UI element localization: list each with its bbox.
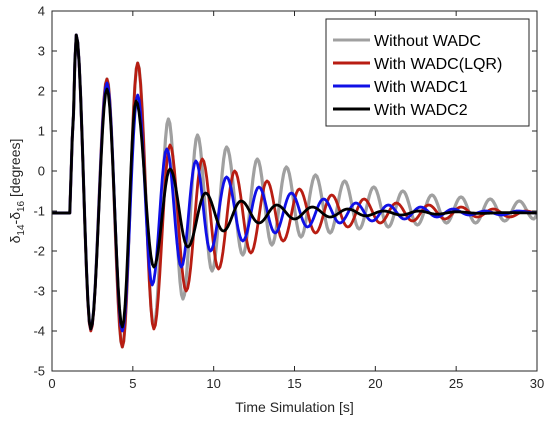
y-tick-label-3: 1 bbox=[38, 124, 45, 139]
series-line-4 bbox=[52, 33, 537, 331]
y-tick-label-0: 4 bbox=[38, 4, 45, 19]
y-tick-label-9: -5 bbox=[33, 364, 45, 379]
y-tick-label-4: 0 bbox=[38, 164, 45, 179]
y-axis-title-unit: [degrees] bbox=[7, 139, 23, 201]
series-layer bbox=[52, 33, 537, 349]
x-tick-label-5: 25 bbox=[449, 376, 463, 391]
x-tick-label-0: 0 bbox=[48, 376, 55, 391]
y-tick-label-2: 2 bbox=[38, 84, 45, 99]
y-axis-title-sub-1: 14 bbox=[16, 224, 27, 236]
x-tick-label-3: 15 bbox=[287, 376, 301, 391]
legend-label-wadc-lqr: With WADC(LQR) bbox=[374, 56, 502, 73]
y-axis-title: δ14-δ16 [degrees] bbox=[7, 139, 27, 244]
y-tick-label-1: 3 bbox=[38, 44, 45, 59]
y-tick-label-6: -2 bbox=[33, 244, 45, 259]
legend: Without WADC With WADC(LQR) With WADC1 W… bbox=[325, 18, 530, 127]
x-axis-title: Time Simulation [s] bbox=[235, 399, 354, 415]
y-axis-title-separator: -δ bbox=[7, 212, 23, 225]
x-tick-label-6: 30 bbox=[530, 376, 544, 391]
y-tick-label-8: -4 bbox=[33, 324, 45, 339]
legend-label-wadc1: With WADC1 bbox=[374, 79, 468, 96]
legend-label-wadc2: With WADC2 bbox=[374, 102, 468, 119]
legend-label-without-wadc: Without WADC bbox=[374, 33, 481, 50]
y-axis-title-sub-2: 16 bbox=[16, 200, 27, 212]
y-tick-label-5: -1 bbox=[33, 204, 45, 219]
x-tick-label-4: 20 bbox=[368, 376, 382, 391]
y-tick-label-7: -3 bbox=[33, 284, 45, 299]
x-tick-label-1: 5 bbox=[129, 376, 136, 391]
y-axis-title-delta: δ bbox=[7, 235, 23, 243]
x-tick-label-2: 10 bbox=[206, 376, 220, 391]
